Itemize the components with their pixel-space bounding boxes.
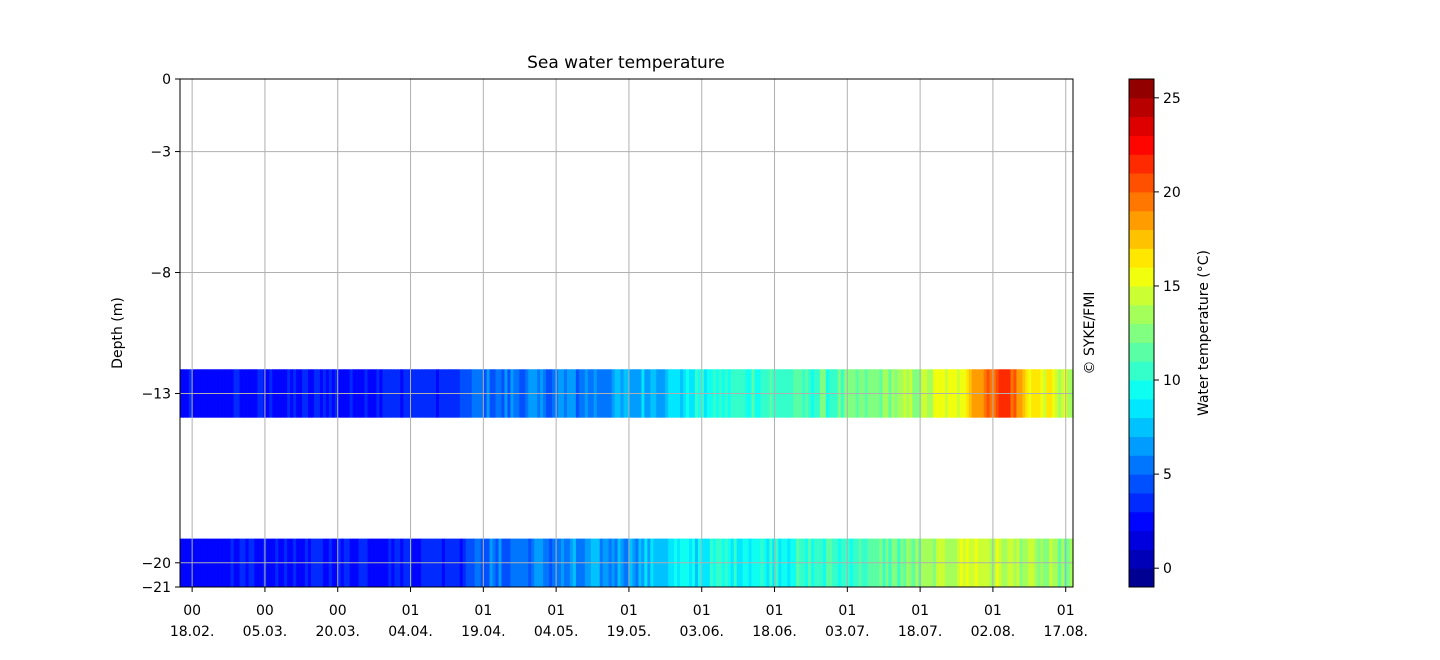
colorbar-level: [1129, 398, 1154, 419]
colorbar: [1129, 79, 1154, 588]
colorbar-level: [1129, 304, 1154, 325]
colorbar-level: [1129, 417, 1154, 437]
y-tick-label: −13: [141, 386, 171, 402]
colorbar-level: [1129, 173, 1154, 193]
colorbar-tick-label: 0: [1163, 561, 1172, 577]
x-tick-label-bottom: 04.05.: [534, 624, 579, 640]
x-tick-label-top: 00: [256, 603, 274, 619]
y-tick-label: −3: [150, 145, 171, 161]
y-tick-label: −20: [141, 556, 171, 572]
colorbar-level: [1129, 248, 1154, 268]
colorbar-level: [1129, 285, 1154, 306]
copyright-text: © SYKE/FMI: [1082, 292, 1098, 375]
colorbar-label: Water temperature (°C): [1196, 250, 1212, 416]
colorbar-tick-label: 20: [1163, 185, 1181, 201]
x-tick-label-bottom: 20.03.: [315, 624, 360, 640]
colorbar-level: [1129, 549, 1154, 569]
x-tick-label-top: 01: [984, 603, 1002, 619]
x-tick-label-bottom: 19.04.: [461, 624, 506, 640]
x-tick-label-top: 01: [620, 603, 638, 619]
x-tick-label-top: 01: [693, 603, 711, 619]
colorbar-tick-label: 5: [1163, 467, 1172, 483]
x-tick-label-top: 00: [329, 603, 347, 619]
x-tick-label-bottom: 04.04.: [388, 624, 433, 640]
colorbar-level: [1129, 361, 1154, 381]
colorbar-level: [1129, 191, 1154, 212]
x-tick-label-bottom: 18.06.: [752, 624, 797, 640]
colorbar-level: [1129, 455, 1154, 475]
temperature-bands: [180, 369, 1074, 587]
x-tick-label-bottom: 03.06.: [679, 624, 724, 640]
colorbar-frame: [1128, 78, 1155, 588]
colorbar-level: [1129, 229, 1154, 249]
x-tick-label-bottom: 18.02.: [170, 624, 215, 640]
colorbar-level: [1129, 267, 1154, 287]
colorbar-level: [1129, 210, 1154, 231]
colorbar-level: [1129, 530, 1154, 550]
colorbar-level: [1129, 380, 1154, 400]
y-tick-label: −8: [150, 266, 171, 282]
x-axis: 00 18.02. 00 05.03. 00 20.03. 01 04.04. 01 19.04.…: [170, 587, 1088, 640]
colorbar-level: [1129, 436, 1154, 456]
x-tick-label-bottom: 17.08.: [1043, 624, 1088, 640]
x-tick-label-bottom: 05.03.: [243, 624, 288, 640]
y-axis-label: Depth (m): [110, 297, 126, 369]
x-tick-label-top: 01: [766, 603, 784, 619]
colorbar-level: [1129, 568, 1154, 588]
colorbar-level: [1129, 323, 1154, 343]
colorbar-level: [1129, 79, 1154, 99]
colorbar-level: [1129, 511, 1154, 532]
x-tick-label-top: 01: [911, 603, 929, 619]
plot-frame: [179, 78, 1074, 588]
colorbar-level: [1129, 492, 1154, 513]
colorbar-ticks: 0 5 10 15 20 25: [1154, 91, 1181, 577]
x-tick-label-top: 01: [474, 603, 492, 619]
chart-title: Sea water temperature: [527, 53, 725, 73]
y-tick-label: −21: [141, 580, 171, 596]
colorbar-tick-label: 25: [1163, 91, 1181, 107]
colorbar-tick-label: 15: [1163, 279, 1181, 295]
x-tick-label-bottom: 03.07.: [825, 624, 870, 640]
y-axis: 0 −3 −8 −13 −20 −21: [141, 72, 180, 596]
x-tick-label-top: 01: [402, 603, 420, 619]
x-tick-label-top: 00: [183, 603, 201, 619]
x-tick-label-top: 01: [1057, 603, 1075, 619]
colorbar-level: [1129, 474, 1154, 494]
colorbar-tick-label: 10: [1163, 373, 1181, 389]
x-tick-label-bottom: 18.07.: [898, 624, 943, 640]
x-tick-label-bottom: 02.08.: [971, 624, 1016, 640]
y-tick-label: 0: [162, 72, 171, 88]
colorbar-level: [1129, 116, 1154, 136]
x-tick-label-top: 01: [547, 603, 565, 619]
colorbar-level: [1129, 154, 1154, 174]
colorbar-level: [1129, 342, 1154, 362]
grid-lines: [180, 79, 1073, 587]
x-tick-label-top: 01: [838, 603, 856, 619]
x-tick-label-bottom: 19.05.: [607, 624, 652, 640]
colorbar-level: [1129, 135, 1154, 155]
colorbar-level: [1129, 97, 1154, 118]
